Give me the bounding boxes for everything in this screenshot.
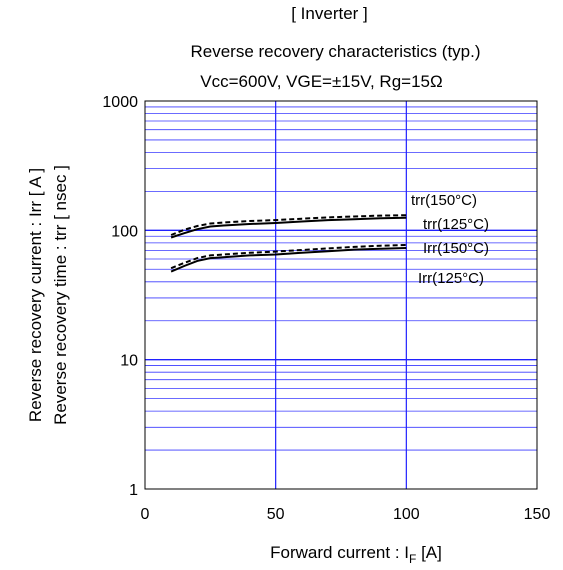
series-label-0: trr(150°C) (411, 192, 477, 209)
series-group (170, 214, 407, 273)
series-label-1: trr(125°C) (423, 216, 489, 233)
x-tick-label: 50 (267, 506, 285, 523)
y-axis-title-time: Reverse recovery time : trr [ nsec ] (51, 165, 70, 425)
y-axis-title-current: Reverse recovery current : Irr [ A ] (26, 168, 45, 422)
y-tick-label: 100 (111, 223, 138, 240)
y-tick-label: 1000 (102, 94, 138, 111)
series-label-2: Irr(150°C) (423, 240, 489, 257)
ticks: 0 50 100 150 1 10 100 1000 (102, 94, 550, 523)
series-line-1 (170, 214, 407, 236)
series-line-2 (170, 244, 407, 270)
x-tick-label: 150 (524, 506, 551, 523)
series-line-3 (170, 247, 407, 273)
series-labels: trr(150°C) trr(125°C) Irr(150°C) Irr(125°C) (411, 192, 489, 287)
series-label-3: Irr(125°C) (418, 270, 484, 287)
series-line-0 (170, 216, 407, 239)
y-tick-label: 1 (129, 482, 138, 499)
x-tick-label: 100 (393, 506, 420, 523)
x-tick-label: 0 (141, 506, 150, 523)
y-tick-label: 10 (120, 353, 138, 370)
plot-frame (144, 100, 538, 490)
grid (145, 101, 537, 489)
chart-category: [ Inverter ] (291, 4, 368, 23)
chart-conditions: Vcc=600V, VGE=±15V, Rg=15Ω (200, 72, 443, 91)
chart-title: Reverse recovery characteristics (typ.) (190, 42, 481, 61)
x-axis-title: Forward current : IF [A] (270, 543, 442, 566)
